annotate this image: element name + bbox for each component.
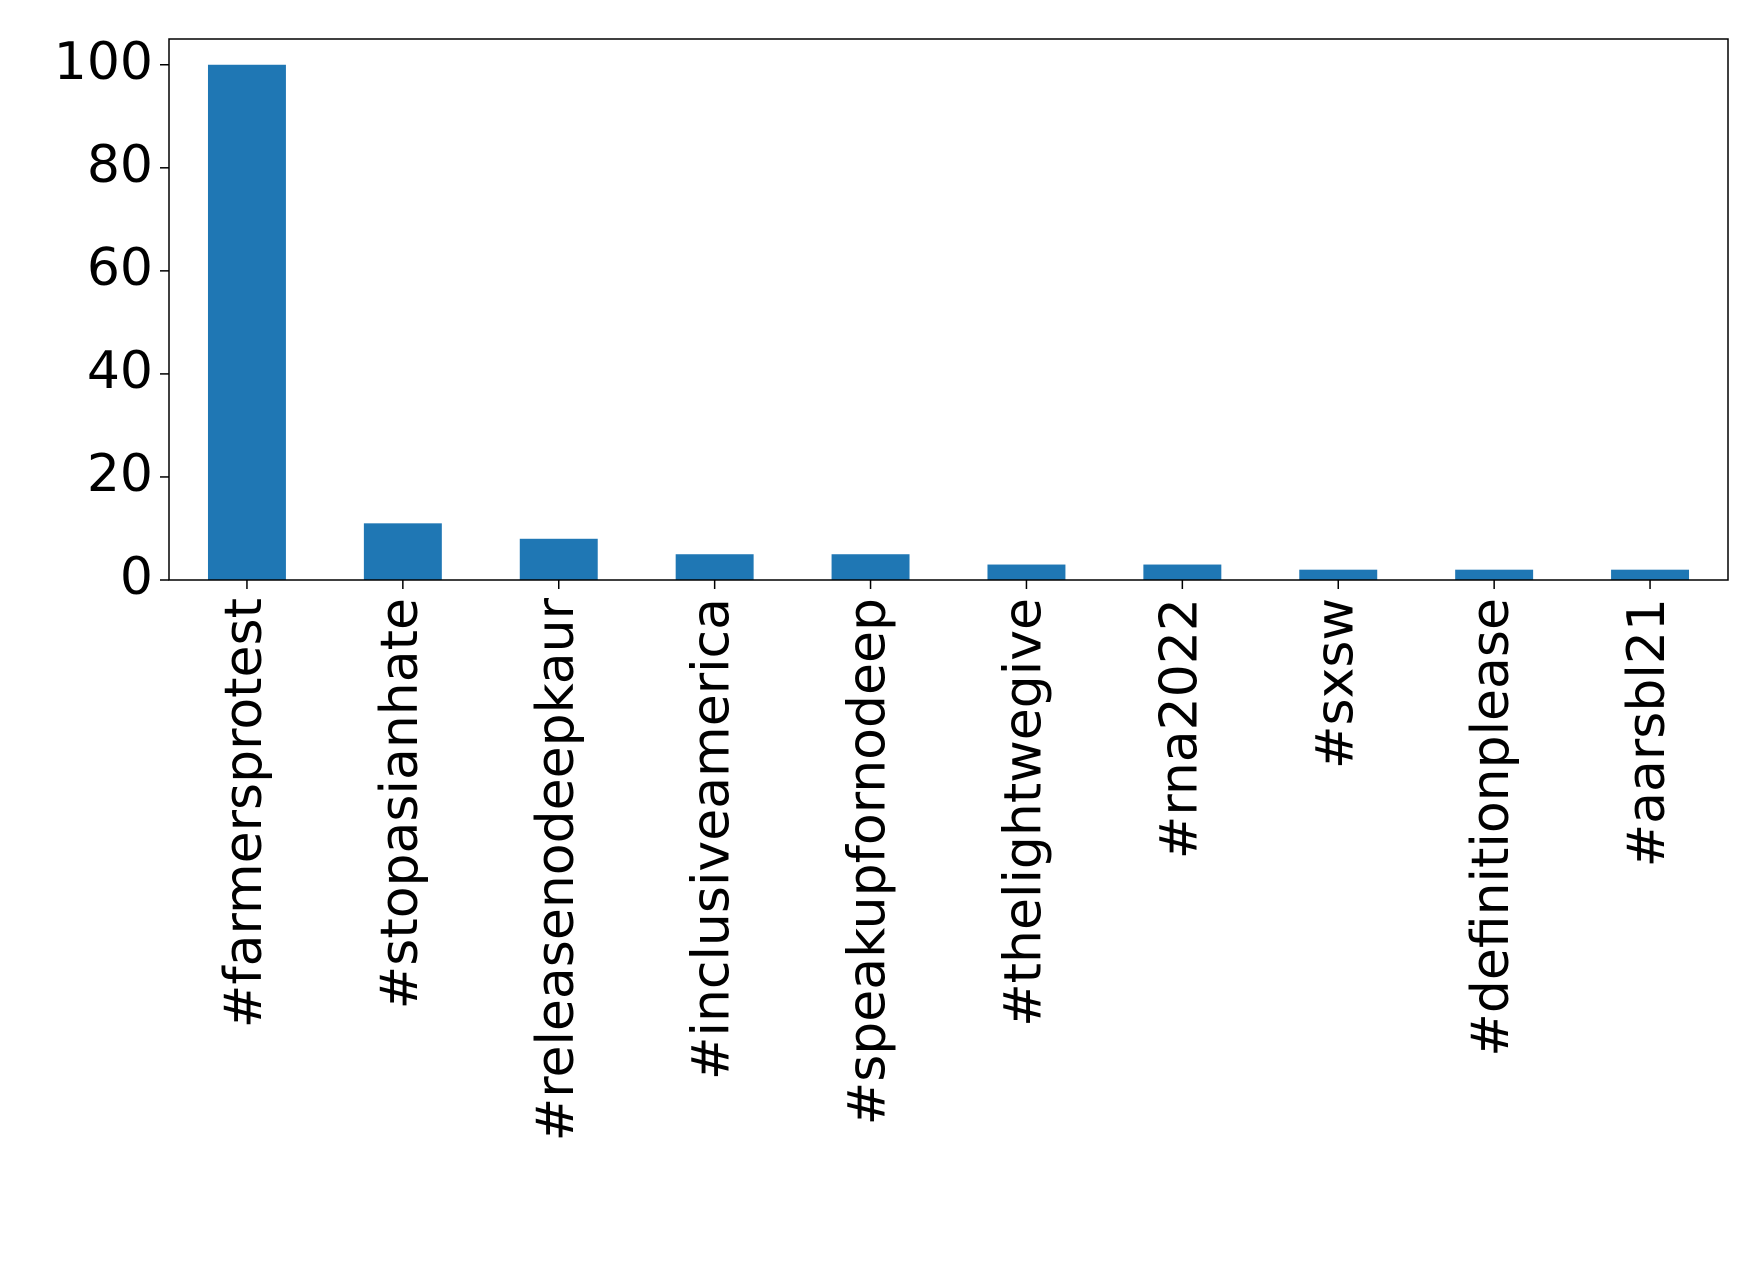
y-tick-label: 0: [120, 547, 153, 607]
x-tick-label: #rna2022: [1149, 598, 1209, 859]
x-tick-label: #aarsbl21: [1617, 598, 1677, 867]
x-tick-label: #thelightwegive: [993, 598, 1053, 1027]
bar: [363, 523, 442, 580]
y-tick-label: 20: [87, 444, 153, 504]
y-tick-label: 60: [87, 238, 153, 298]
bar: [1143, 564, 1222, 580]
x-tick-label: #farmersprotest: [214, 598, 274, 1028]
bar: [987, 564, 1066, 580]
x-tick-label: #definitionplease: [1461, 598, 1521, 1057]
x-tick-label: #stopasianhate: [370, 598, 430, 1009]
bar: [1455, 569, 1534, 580]
y-tick-label: 80: [87, 135, 153, 195]
plot-frame: [168, 38, 1729, 581]
bar: [1611, 569, 1690, 580]
x-tick-label: #inclusiveamerica: [682, 598, 742, 1080]
bar: [675, 554, 754, 580]
bar: [1299, 569, 1378, 580]
x-tick-label: #speakupfornodeep: [838, 598, 898, 1125]
bar: [831, 554, 910, 580]
bar: [519, 538, 598, 580]
y-tick-label: 100: [54, 32, 153, 92]
bar: [207, 64, 286, 580]
y-tick-label: 40: [87, 341, 153, 401]
x-tick-label: #releasenodeepkaur: [526, 597, 586, 1141]
x-tick-label: #sxsw: [1305, 598, 1365, 769]
